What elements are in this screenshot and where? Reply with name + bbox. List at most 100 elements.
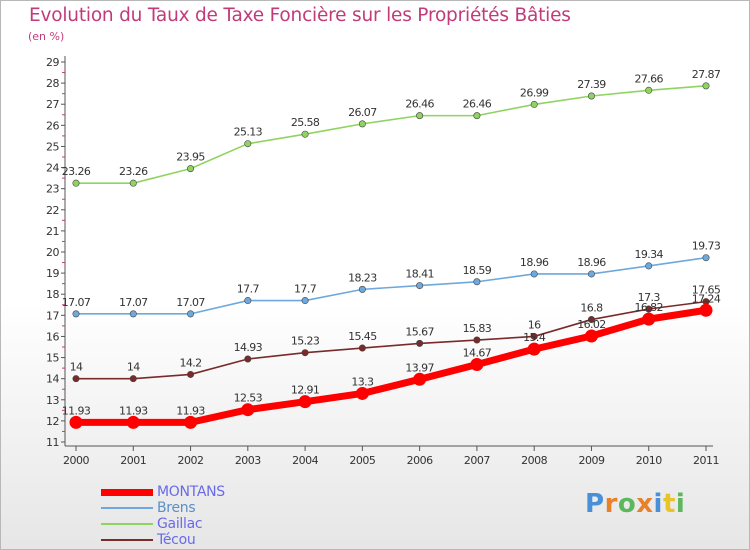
data-point <box>702 254 710 262</box>
x-tick-label: 2004 <box>292 454 318 467</box>
y-tick-label: 20 <box>46 246 59 259</box>
data-label: 27.39 <box>577 78 606 91</box>
series-line-brens <box>76 256 707 315</box>
y-tick-label: 26 <box>46 119 59 132</box>
data-label: 17.7 <box>294 283 317 296</box>
data-label: 18.96 <box>577 256 606 269</box>
y-tick-label: 11 <box>46 436 59 449</box>
data-point <box>244 355 252 363</box>
y-tick-label: 27 <box>46 98 59 111</box>
data-label: 17.24 <box>692 292 721 305</box>
logo-letter: r <box>604 489 618 519</box>
data-point <box>301 297 309 305</box>
data-point <box>301 349 309 357</box>
data-label: 11.93 <box>119 404 148 417</box>
data-point <box>355 386 369 400</box>
data-label: 13.3 <box>351 375 374 388</box>
y-axis-unit: (en %) <box>28 30 65 43</box>
y-tick-label: 15 <box>46 352 59 365</box>
x-tick-label: 2007 <box>464 454 490 467</box>
data-point <box>416 112 424 120</box>
data-label: 12.91 <box>291 384 320 397</box>
data-label: 13.97 <box>405 361 434 374</box>
y-tick-label: 19 <box>46 267 59 280</box>
data-point <box>358 285 366 293</box>
data-label: 14.2 <box>179 356 201 369</box>
data-label: 14 <box>70 361 83 374</box>
data-point <box>587 92 595 100</box>
data-label: 26.07 <box>348 106 377 119</box>
data-point <box>470 358 484 372</box>
data-label: 17.07 <box>176 296 205 309</box>
x-tick-label: 2011 <box>693 454 719 467</box>
x-tick-label: 2006 <box>407 454 433 467</box>
data-point <box>413 372 427 386</box>
legend-swatch <box>101 488 153 496</box>
data-label: 16.82 <box>634 301 663 314</box>
x-tick-label: 2010 <box>636 454 662 467</box>
data-point <box>241 403 255 417</box>
data-label: 23.26 <box>119 165 148 178</box>
data-label: 18.41 <box>405 268 434 281</box>
data-label: 17.07 <box>62 296 91 309</box>
data-point <box>187 310 195 318</box>
data-point <box>358 120 366 128</box>
data-label: 11.93 <box>176 404 205 417</box>
data-point <box>72 375 80 383</box>
data-label: 14.93 <box>234 341 263 354</box>
legend-swatch <box>101 539 153 541</box>
data-label: 26.46 <box>405 98 434 111</box>
data-point <box>645 305 653 313</box>
data-point <box>129 310 137 318</box>
x-tick-label: 2005 <box>349 454 375 467</box>
data-label: 18.96 <box>520 256 549 269</box>
data-point <box>587 270 595 278</box>
data-point <box>298 395 312 409</box>
x-tick-label: 2000 <box>63 454 89 467</box>
y-tick-label: 29 <box>46 56 59 69</box>
data-point <box>416 282 424 290</box>
data-label: 16 <box>528 318 541 331</box>
data-label: 19.73 <box>692 240 721 253</box>
data-label: 15.4 <box>523 331 546 344</box>
data-label: 19.34 <box>634 248 663 261</box>
y-tick-label: 23 <box>46 183 59 196</box>
data-point <box>244 140 252 148</box>
y-tick-label: 25 <box>46 140 59 153</box>
series-line-gaillac <box>76 85 707 184</box>
legend-label: Técou <box>157 532 196 548</box>
data-label: 16.8 <box>580 302 603 315</box>
data-point <box>301 130 309 138</box>
data-label: 18.59 <box>463 264 492 277</box>
data-point <box>473 336 481 344</box>
x-tick-label: 2001 <box>120 454 146 467</box>
y-tick-label: 12 <box>46 415 59 428</box>
y-tick-label: 24 <box>46 162 59 175</box>
data-label: 17.65 <box>692 284 721 297</box>
legend-label: Gaillac <box>157 516 203 532</box>
y-tick-label: 18 <box>46 288 59 301</box>
data-point <box>126 415 140 429</box>
data-label: 15.67 <box>405 325 434 338</box>
y-tick-label: 22 <box>46 204 59 217</box>
data-label: 27.87 <box>692 68 721 81</box>
series-line-montans <box>76 306 707 426</box>
logo-letter: t <box>662 489 676 519</box>
data-label: 17.07 <box>119 296 148 309</box>
data-label: 17.7 <box>237 283 260 296</box>
y-tick-label: 17 <box>46 309 59 322</box>
data-point <box>530 270 538 278</box>
data-point <box>699 303 713 317</box>
data-label: 15.83 <box>463 322 492 335</box>
logo-letter: P <box>585 489 605 519</box>
data-point <box>416 339 424 347</box>
data-label: 25.13 <box>234 126 263 139</box>
chart-title: Evolution du Taux de Taxe Foncière sur l… <box>29 5 571 26</box>
data-point <box>642 312 656 326</box>
x-tick-label: 2002 <box>178 454 204 467</box>
x-tick-label: 2008 <box>521 454 547 467</box>
y-tick-label: 16 <box>46 330 59 343</box>
data-point <box>187 165 195 173</box>
